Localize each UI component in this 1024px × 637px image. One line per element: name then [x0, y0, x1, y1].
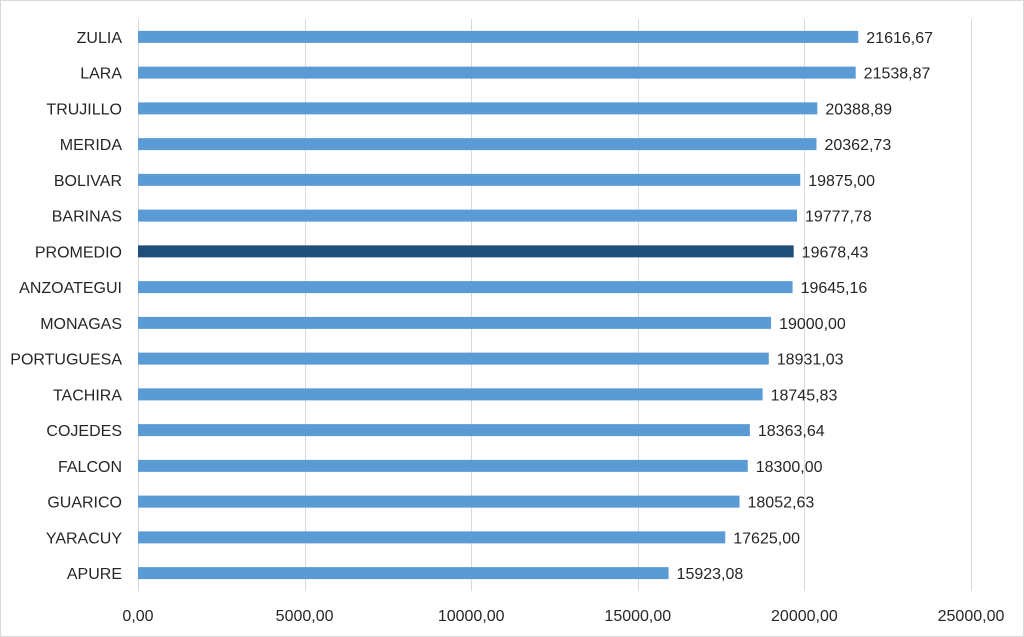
bar-zulia: [138, 30, 859, 43]
data-label: 20362,73: [824, 137, 891, 154]
data-label: 18745,83: [771, 387, 838, 404]
data-label: 21616,67: [866, 30, 933, 47]
bar-apure: [138, 567, 669, 580]
category-label: MERIDA: [60, 137, 123, 154]
data-label: 18363,64: [758, 423, 825, 440]
bar-barinas: [138, 209, 797, 222]
x-tick-label: 25000,00: [938, 608, 1005, 625]
data-label: 20388,89: [825, 101, 892, 118]
data-label: 17625,00: [733, 530, 800, 547]
x-tick-label: 10000,00: [438, 608, 505, 625]
bar-promedio: [138, 245, 794, 258]
bar-guarico: [138, 495, 740, 508]
bar-monagas: [138, 316, 772, 329]
category-label: APURE: [67, 566, 122, 583]
data-label: 21538,87: [864, 66, 931, 83]
bar-yaracuy: [138, 531, 726, 544]
x-tick-label: 5000,00: [276, 608, 334, 625]
data-label: 15923,08: [677, 566, 744, 583]
bar-merida: [138, 138, 817, 151]
bar-tachira: [138, 388, 763, 401]
x-tick-label: 20000,00: [771, 608, 838, 625]
bar-lara: [138, 66, 856, 79]
category-label: TRUJILLO: [46, 101, 122, 118]
category-label: PORTUGUESA: [10, 352, 122, 369]
category-label: FALCON: [58, 459, 122, 476]
category-label: PROMEDIO: [35, 244, 122, 261]
category-label: MONAGAS: [40, 316, 122, 333]
data-label: 18300,00: [756, 459, 823, 476]
data-label: 18931,03: [777, 352, 844, 369]
bar-trujillo: [138, 102, 818, 115]
bar-portuguesa: [138, 352, 769, 365]
category-label: BOLIVAR: [54, 173, 122, 190]
category-label: ANZOATEGUI: [19, 280, 122, 297]
data-label: 19777,78: [805, 209, 872, 226]
category-label: YARACUY: [46, 530, 122, 547]
bar-bolivar: [138, 173, 801, 186]
category-label: TACHIRA: [53, 387, 122, 404]
category-label: GUARICO: [47, 495, 122, 512]
category-label: LARA: [80, 66, 122, 83]
bar-anzoategui: [138, 281, 793, 294]
category-label: ZULIA: [77, 30, 123, 47]
data-label: 19875,00: [808, 173, 875, 190]
data-label: 19645,16: [801, 280, 868, 297]
data-label: 18052,63: [748, 495, 815, 512]
bar-falcon: [138, 459, 748, 472]
category-label: BARINAS: [52, 209, 122, 226]
x-tick-label: 15000,00: [604, 608, 671, 625]
category-label: COJEDES: [46, 423, 122, 440]
bar-cojedes: [138, 424, 750, 437]
x-tick-label: 0,00: [122, 608, 153, 625]
data-label: 19000,00: [779, 316, 846, 333]
data-label: 19678,43: [802, 244, 869, 261]
